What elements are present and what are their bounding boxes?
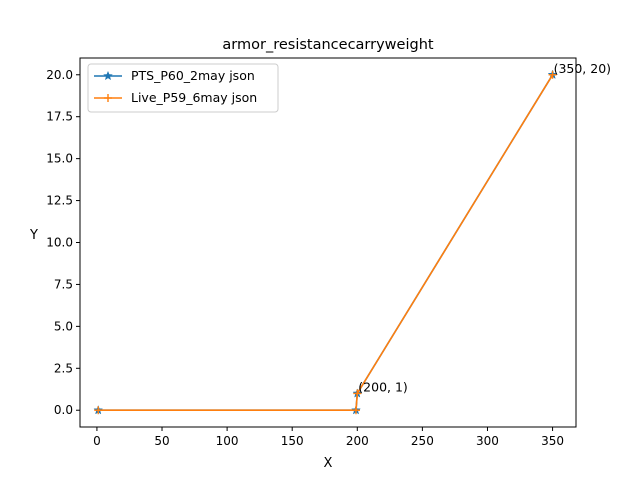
y-tick-label: 7.5 <box>54 277 73 291</box>
y-tick-label: 10.0 <box>46 236 73 250</box>
y-tick-label: 17.5 <box>46 110 73 124</box>
legend-marker <box>103 70 113 81</box>
x-tick-label: 50 <box>154 434 169 448</box>
data-annotation: (350, 20) <box>554 61 611 76</box>
x-axis-label: X <box>324 456 333 471</box>
series-2-point <box>353 389 362 398</box>
series-line-2 <box>98 74 554 412</box>
legend: PTS_P60_2may json Live_P59_6may json <box>87 63 279 113</box>
series-2-point <box>548 70 557 79</box>
y-tick-label: 5.0 <box>54 319 73 333</box>
y-tick-label: 12.5 <box>46 194 73 208</box>
y-tick-label: 20.0 <box>46 68 73 82</box>
legend-label: PTS_P60_2may json <box>131 68 255 83</box>
x-tick-label: 100 <box>216 434 239 448</box>
y-tick-label: 0.0 <box>54 403 73 417</box>
legend-box <box>87 63 279 113</box>
y-tick-label: 2.5 <box>54 361 73 375</box>
legend-marker <box>104 94 112 102</box>
x-tick-label: 250 <box>411 434 434 448</box>
y-axis-ticks: 0.0 2.5 5.0 7.5 10.0 12.5 15.0 17.5 20.0 <box>46 68 80 417</box>
x-tick-label: 200 <box>346 434 369 448</box>
legend-entry: PTS_P60_2may json <box>94 68 255 83</box>
legend-label: Live_P59_6may json <box>131 90 257 105</box>
legend-entry: Live_P59_6may json <box>94 90 257 105</box>
x-tick-label: 300 <box>476 434 499 448</box>
data-annotation: (200, 1) <box>358 379 408 394</box>
series-2-point <box>94 406 103 415</box>
chart-title: armor_resistancecarryweight <box>222 37 433 53</box>
x-tick-label: 350 <box>541 434 564 448</box>
y-axis-label: Y <box>29 228 38 243</box>
series-2-point <box>351 406 360 415</box>
y-tick-label: 15.0 <box>46 152 73 166</box>
annotation-group: (200, 1) (350, 20) <box>358 61 611 395</box>
x-axis-ticks: 0 50 100 150 200 250 300 350 <box>93 427 564 448</box>
x-tick-label: 0 <box>93 434 101 448</box>
x-tick-label: 150 <box>281 434 304 448</box>
series-group <box>93 69 558 415</box>
